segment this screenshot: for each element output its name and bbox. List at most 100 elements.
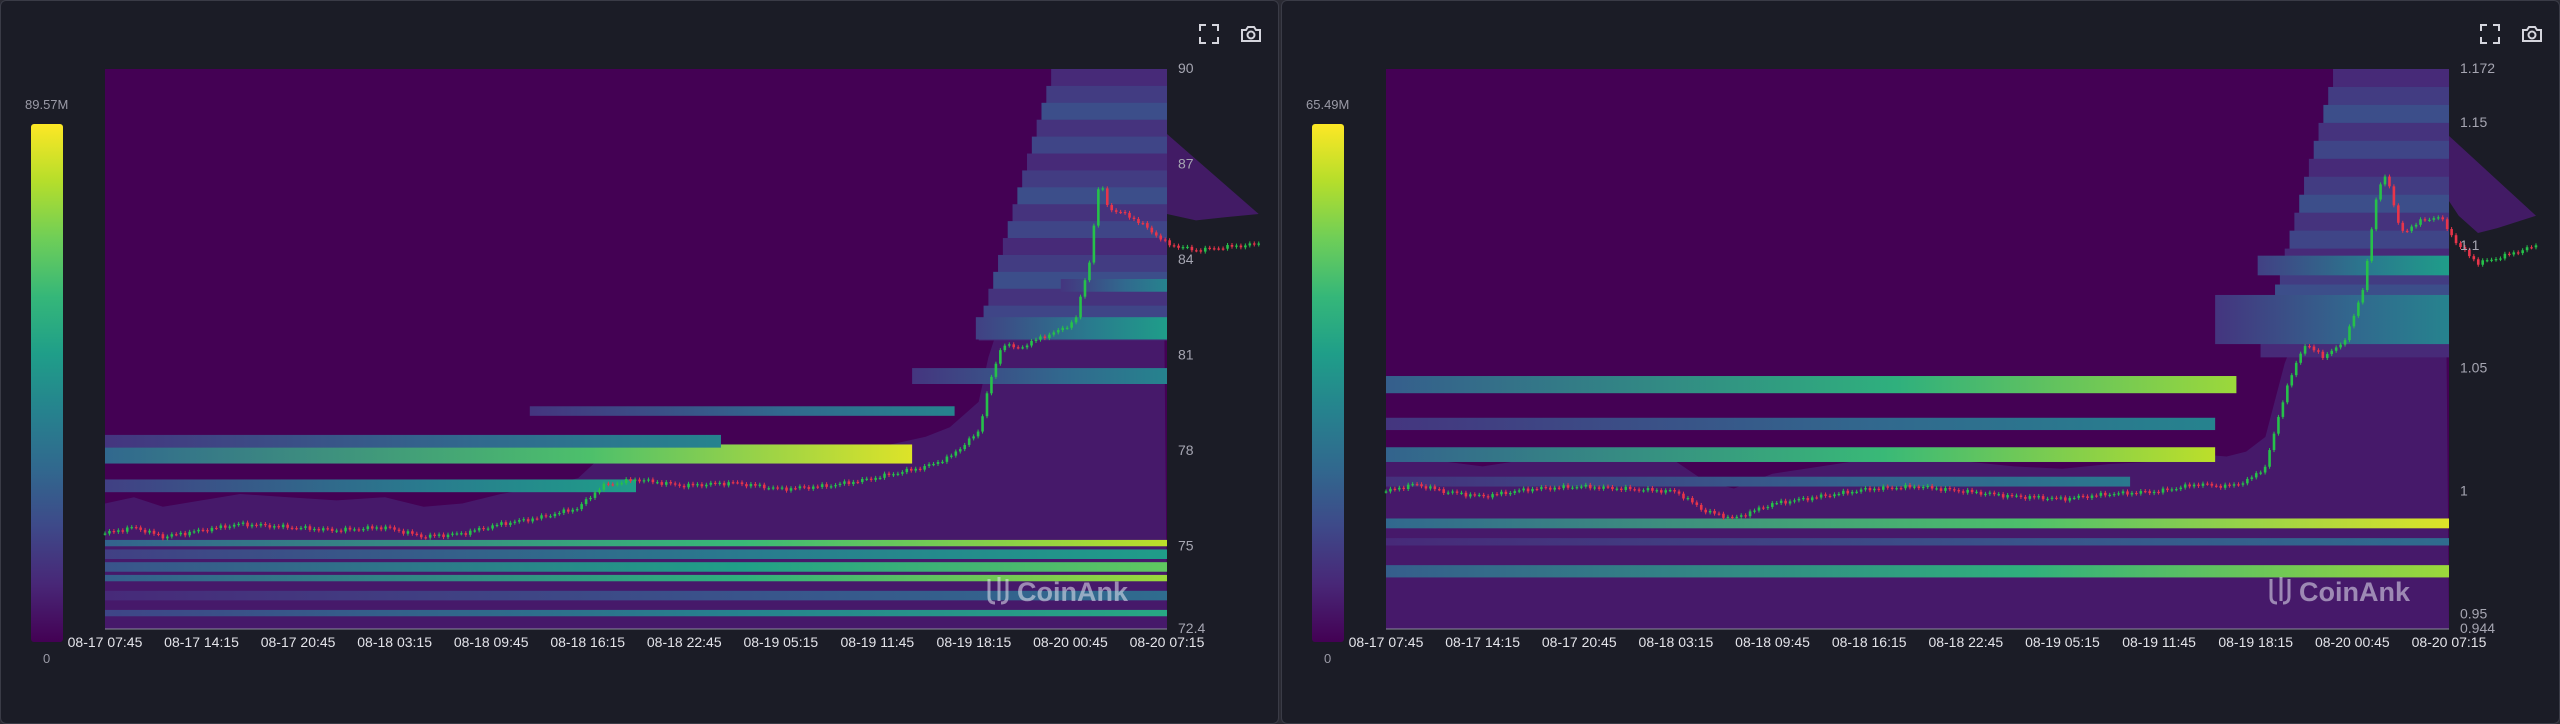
candle xyxy=(2130,492,2134,495)
x-tick-label: 08-19 05:15 xyxy=(2025,634,2100,650)
candle xyxy=(2161,488,2165,493)
x-tick-label: 08-19 11:45 xyxy=(2122,634,2196,650)
candle xyxy=(166,536,169,539)
camera-icon[interactable] xyxy=(1239,22,1263,46)
fullscreen-icon[interactable] xyxy=(1197,22,1221,46)
candle xyxy=(687,483,690,488)
candle xyxy=(268,525,272,528)
candle xyxy=(807,487,811,489)
candle xyxy=(2343,340,2347,345)
camera-icon[interactable] xyxy=(2520,22,2544,46)
candle xyxy=(883,473,886,478)
candle xyxy=(1917,486,1921,489)
candle xyxy=(125,527,129,532)
x-tick-label: 08-20 07:15 xyxy=(2412,634,2487,650)
candle xyxy=(1984,493,1987,496)
candle xyxy=(531,518,534,522)
candle xyxy=(731,482,735,484)
candle xyxy=(2108,494,2112,497)
candle xyxy=(357,529,361,531)
candle xyxy=(1052,332,1056,335)
candle xyxy=(2232,484,2236,486)
candle xyxy=(1513,491,1517,494)
candle xyxy=(2352,315,2356,327)
candle xyxy=(780,487,784,489)
candle xyxy=(1966,489,1969,493)
candle xyxy=(509,522,512,525)
candle xyxy=(2299,353,2302,363)
candle xyxy=(1150,227,1154,233)
heat-band xyxy=(105,539,1167,547)
candle xyxy=(1451,491,1454,493)
candle xyxy=(2126,491,2129,495)
candle xyxy=(1939,488,1943,491)
candle xyxy=(1092,225,1096,263)
candle xyxy=(1753,510,1756,512)
candle xyxy=(838,483,842,486)
candle xyxy=(2032,496,2036,498)
heat-band xyxy=(1386,447,2216,462)
heat-band xyxy=(105,479,636,493)
candle xyxy=(1455,491,1459,493)
heat-cell xyxy=(2313,140,2449,160)
candle xyxy=(1668,490,1672,492)
candle xyxy=(1003,345,1007,351)
candle xyxy=(1540,487,1543,490)
candle xyxy=(1195,250,1198,252)
candle xyxy=(121,530,125,532)
candle xyxy=(1953,489,1956,491)
candle xyxy=(2441,217,2445,220)
candle xyxy=(192,531,196,533)
candle xyxy=(1079,296,1082,318)
candle xyxy=(1655,490,1659,492)
candle xyxy=(1930,485,1934,489)
heat-band xyxy=(912,368,1167,384)
candle xyxy=(860,478,864,483)
candle xyxy=(722,482,726,486)
candle xyxy=(1673,490,1676,492)
heat-band xyxy=(1386,417,2216,431)
candle xyxy=(1762,507,1765,509)
candle xyxy=(2436,217,2440,219)
candle xyxy=(1735,516,1739,519)
candle xyxy=(2481,260,2484,265)
candle xyxy=(811,486,815,489)
candle xyxy=(2219,485,2223,488)
candle xyxy=(852,481,855,485)
candle xyxy=(1571,487,1574,489)
candle xyxy=(335,530,338,532)
candle xyxy=(2499,258,2502,260)
candle xyxy=(2494,259,2498,261)
candle xyxy=(1146,223,1149,228)
y-tick-label: 90 xyxy=(1178,60,1194,76)
heat-band xyxy=(1386,376,2237,394)
coinank-watermark: CoinAnk xyxy=(987,577,1129,607)
candle xyxy=(1699,504,1703,510)
candle xyxy=(1244,245,1247,248)
fullscreen-icon[interactable] xyxy=(2478,22,2502,46)
candle xyxy=(2290,375,2294,386)
candle xyxy=(339,530,343,532)
candle xyxy=(709,482,713,485)
x-tick-label: 08-20 00:45 xyxy=(2315,634,2390,650)
chart-panel-right: 65.49M 0 1.172 1.15 1.1 1.05 1 0.95 0.944 08-17… xyxy=(1281,0,2560,724)
candle xyxy=(1083,280,1087,297)
candle xyxy=(2339,344,2342,348)
candle xyxy=(1744,515,1747,517)
candle xyxy=(1588,484,1592,489)
candle xyxy=(2419,219,2422,225)
candle xyxy=(2143,491,2147,493)
candle xyxy=(1828,495,1832,498)
candle xyxy=(2197,484,2200,486)
heat-band xyxy=(1386,565,2449,578)
heat-cell xyxy=(1022,170,1167,189)
candle xyxy=(647,479,650,481)
candle xyxy=(197,529,200,532)
candle xyxy=(1177,245,1180,248)
candle xyxy=(246,522,249,527)
x-tick-label: 08-17 14:15 xyxy=(164,634,239,650)
candle xyxy=(344,527,347,532)
candle xyxy=(1722,513,1725,518)
candle xyxy=(1114,210,1118,212)
candle xyxy=(1482,494,1485,497)
